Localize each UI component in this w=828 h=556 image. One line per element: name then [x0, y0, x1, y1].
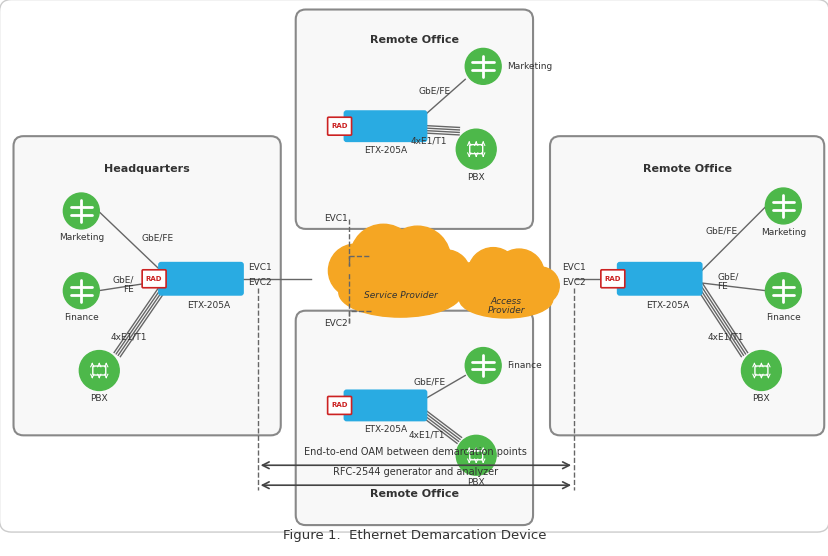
FancyBboxPatch shape	[296, 9, 532, 229]
Circle shape	[63, 273, 99, 309]
Text: FE: FE	[717, 282, 728, 291]
Text: GbE/FE: GbE/FE	[705, 226, 737, 235]
Ellipse shape	[493, 249, 543, 299]
Ellipse shape	[328, 244, 381, 297]
Text: Headquarters: Headquarters	[104, 164, 190, 174]
Text: Provider: Provider	[487, 306, 524, 315]
Ellipse shape	[339, 268, 461, 317]
Circle shape	[764, 273, 801, 309]
Text: ETX-205A: ETX-205A	[187, 301, 230, 310]
Text: EVC1: EVC1	[323, 214, 347, 223]
FancyBboxPatch shape	[600, 270, 624, 288]
Text: GbE/: GbE/	[113, 275, 134, 284]
Text: End-to-end OAM between demarcation points: End-to-end OAM between demarcation point…	[304, 447, 526, 457]
Ellipse shape	[349, 224, 416, 291]
Circle shape	[79, 351, 119, 390]
Text: EVC1: EVC1	[248, 264, 272, 272]
Text: Finance: Finance	[765, 312, 800, 322]
Text: Finance: Finance	[507, 361, 542, 370]
Text: RAD: RAD	[146, 276, 162, 282]
Circle shape	[764, 188, 801, 224]
Text: Marketing: Marketing	[760, 228, 805, 237]
FancyBboxPatch shape	[296, 311, 532, 525]
Text: 4xE1/T1: 4xE1/T1	[408, 431, 445, 440]
FancyBboxPatch shape	[327, 117, 351, 135]
Ellipse shape	[468, 247, 518, 298]
Text: Marketing: Marketing	[507, 62, 551, 71]
Ellipse shape	[522, 267, 559, 304]
Text: ETX-205A: ETX-205A	[363, 146, 407, 155]
Text: Access: Access	[490, 297, 521, 306]
Text: GbE/FE: GbE/FE	[417, 87, 450, 96]
Circle shape	[740, 351, 781, 390]
Text: EVC2: EVC2	[323, 319, 347, 327]
Ellipse shape	[459, 281, 552, 318]
Text: Remote Office: Remote Office	[369, 489, 459, 499]
Ellipse shape	[384, 226, 450, 292]
Text: PBX: PBX	[467, 478, 484, 487]
Ellipse shape	[421, 250, 470, 299]
Text: PBX: PBX	[752, 394, 769, 404]
Text: RFC-2544 generator and analyzer: RFC-2544 generator and analyzer	[332, 467, 498, 477]
Text: FE: FE	[123, 285, 134, 294]
Text: GbE/: GbE/	[717, 272, 738, 281]
FancyBboxPatch shape	[616, 262, 702, 296]
Text: EVC1: EVC1	[561, 264, 585, 272]
FancyBboxPatch shape	[0, 0, 828, 532]
Text: RAD: RAD	[331, 123, 348, 129]
Text: RAD: RAD	[604, 276, 620, 282]
Circle shape	[63, 193, 99, 229]
Text: 4xE1/T1: 4xE1/T1	[111, 332, 147, 341]
Circle shape	[455, 435, 496, 475]
Text: Remote Office: Remote Office	[369, 36, 459, 46]
Circle shape	[455, 129, 496, 169]
Text: Service Provider: Service Provider	[363, 291, 437, 300]
Ellipse shape	[451, 262, 491, 303]
Text: ETX-205A: ETX-205A	[363, 425, 407, 434]
Text: 4xE1/T1: 4xE1/T1	[706, 332, 743, 341]
FancyBboxPatch shape	[142, 270, 166, 288]
FancyBboxPatch shape	[158, 262, 243, 296]
Text: Marketing: Marketing	[59, 233, 104, 242]
FancyBboxPatch shape	[343, 389, 427, 421]
Text: GbE/FE: GbE/FE	[412, 378, 445, 387]
Text: EVC2: EVC2	[248, 278, 271, 287]
Text: ETX-205A: ETX-205A	[645, 301, 688, 310]
FancyBboxPatch shape	[343, 110, 427, 142]
Text: PBX: PBX	[90, 394, 108, 404]
Text: PBX: PBX	[467, 173, 484, 182]
Circle shape	[465, 48, 501, 85]
Circle shape	[465, 348, 501, 384]
FancyBboxPatch shape	[327, 396, 351, 414]
Text: Figure 1.  Ethernet Demarcation Device: Figure 1. Ethernet Demarcation Device	[282, 529, 546, 542]
FancyBboxPatch shape	[13, 136, 281, 435]
Text: Finance: Finance	[64, 312, 99, 322]
Text: Remote Office: Remote Office	[642, 164, 731, 174]
Text: RAD: RAD	[331, 403, 348, 409]
Text: GbE/FE: GbE/FE	[141, 234, 173, 242]
Text: 4xE1/T1: 4xE1/T1	[411, 137, 447, 146]
FancyBboxPatch shape	[549, 136, 823, 435]
Text: EVC2: EVC2	[561, 278, 585, 287]
